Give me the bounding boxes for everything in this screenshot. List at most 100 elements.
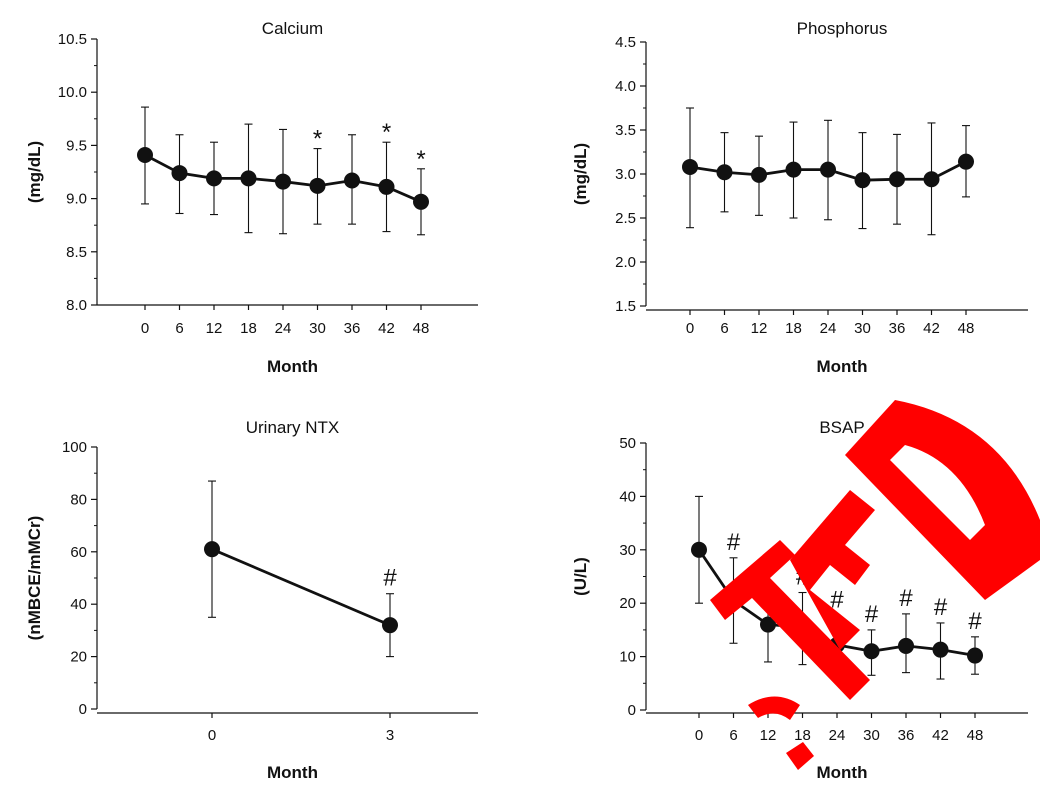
data-point bbox=[275, 173, 291, 190]
x-tick-label: 24 bbox=[275, 320, 292, 337]
significance-marker: * bbox=[382, 119, 391, 146]
x-tick-label: 0 bbox=[141, 320, 149, 337]
x-tick-label: 12 bbox=[751, 320, 768, 337]
y-tick-label: 8.5 bbox=[66, 244, 87, 261]
x-axis-title: Month bbox=[817, 763, 868, 782]
x-tick-label: 42 bbox=[923, 320, 940, 337]
x-tick-label: 0 bbox=[208, 727, 216, 744]
data-point bbox=[206, 170, 222, 187]
data-point bbox=[898, 637, 914, 654]
x-tick-label: 3 bbox=[386, 727, 394, 744]
chart-title: Phosphorus bbox=[797, 19, 888, 38]
significance-marker: * bbox=[313, 126, 322, 153]
y-tick-label: 20 bbox=[70, 649, 87, 666]
significance-marker: # bbox=[899, 585, 913, 612]
y-axis-title: (nMBCE/mMCr) bbox=[25, 516, 44, 641]
data-point bbox=[691, 541, 707, 558]
chart-panel-1: Phosphorus 1.5 2.0 2.5 3.0 3.5 4.0 4.5 0 6 12 18 24 3… bbox=[571, 19, 1028, 376]
x-tick-label: 36 bbox=[344, 320, 361, 337]
x-tick-label: 30 bbox=[309, 320, 326, 337]
x-tick-label: 48 bbox=[958, 320, 975, 337]
y-tick-label: 9.5 bbox=[66, 137, 87, 154]
x-tick-label: 36 bbox=[889, 320, 906, 337]
x-tick-label: 18 bbox=[240, 320, 257, 337]
data-point bbox=[854, 172, 871, 189]
significance-marker: # bbox=[727, 529, 741, 556]
data-point bbox=[344, 172, 360, 189]
stamp-fragment bbox=[748, 696, 800, 720]
data-point bbox=[923, 171, 940, 188]
x-tick-label: 0 bbox=[695, 727, 703, 744]
y-tick-label: 0 bbox=[79, 701, 87, 718]
x-axis-title: Month bbox=[267, 357, 318, 376]
y-axis-title: (U/L) bbox=[571, 557, 590, 596]
y-tick-label: 2.5 bbox=[615, 210, 636, 227]
data-point bbox=[716, 164, 733, 181]
x-tick-label: 6 bbox=[729, 727, 737, 744]
x-tick-label: 30 bbox=[863, 727, 880, 744]
chart-panel-3: BSAP 0 10 20 30 40 50 0 6 12 18 24 30 36 42 48 Month (U/L… bbox=[571, 418, 1028, 782]
y-tick-label: 3.0 bbox=[615, 166, 636, 183]
x-tick-label: 48 bbox=[967, 727, 984, 744]
significance-marker: # bbox=[865, 601, 879, 628]
significance-marker: # bbox=[383, 565, 397, 592]
stamp-letter-t bbox=[710, 540, 870, 700]
data-point bbox=[682, 158, 698, 175]
x-tick-label: 6 bbox=[175, 320, 183, 337]
data-point bbox=[204, 541, 220, 558]
data-point bbox=[863, 643, 880, 660]
y-tick-label: 3.5 bbox=[615, 122, 636, 139]
data-point bbox=[760, 616, 776, 633]
y-tick-label: 1.5 bbox=[615, 298, 636, 315]
significance-marker: # bbox=[934, 594, 948, 621]
data-point bbox=[820, 161, 836, 178]
chart-title: BSAP bbox=[819, 418, 864, 437]
data-point bbox=[967, 647, 983, 664]
x-tick-label: 30 bbox=[854, 320, 871, 337]
stamp-overlay bbox=[710, 400, 1040, 770]
significance-marker: * bbox=[416, 146, 425, 173]
y-tick-label: 4.5 bbox=[615, 34, 636, 51]
data-point bbox=[785, 161, 802, 178]
x-tick-label: 24 bbox=[829, 727, 846, 744]
y-tick-label: 9.0 bbox=[66, 191, 87, 208]
data-point bbox=[137, 146, 153, 163]
significance-marker: # bbox=[968, 608, 982, 635]
stamp-letter-e bbox=[790, 490, 875, 650]
y-axis-title: (mg/dL) bbox=[571, 143, 590, 205]
data-point bbox=[378, 178, 395, 195]
x-tick-label: 12 bbox=[760, 727, 777, 744]
x-tick-label: 12 bbox=[206, 320, 223, 337]
data-point bbox=[309, 177, 326, 194]
series-line bbox=[211, 547, 391, 627]
chart-title: Calcium bbox=[262, 19, 323, 38]
x-tick-label: 36 bbox=[898, 727, 915, 744]
data-point bbox=[171, 165, 188, 182]
x-axis-title: Month bbox=[267, 763, 318, 782]
x-tick-label: 18 bbox=[785, 320, 802, 337]
y-tick-label: 100 bbox=[62, 439, 87, 456]
x-tick-label: 24 bbox=[820, 320, 837, 337]
y-tick-label: 40 bbox=[619, 488, 636, 505]
data-point bbox=[958, 153, 974, 170]
y-tick-label: 10 bbox=[619, 649, 636, 666]
data-point bbox=[413, 193, 429, 210]
y-tick-label: 10.0 bbox=[58, 84, 87, 101]
data-point bbox=[751, 166, 767, 183]
data-point bbox=[240, 170, 257, 187]
chart-title: Urinary NTX bbox=[246, 418, 340, 437]
y-tick-label: 30 bbox=[619, 542, 636, 559]
stamp-fragment bbox=[786, 742, 814, 770]
y-tick-label: 4.0 bbox=[615, 78, 636, 95]
x-axis-title: Month bbox=[817, 357, 868, 376]
significance-marker: # bbox=[830, 586, 844, 613]
x-tick-label: 48 bbox=[413, 320, 430, 337]
data-point bbox=[889, 171, 905, 188]
y-tick-label: 8.0 bbox=[66, 297, 87, 314]
x-tick-label: 42 bbox=[378, 320, 395, 337]
y-tick-label: 60 bbox=[70, 544, 87, 561]
y-axis-title: (mg/dL) bbox=[25, 141, 44, 203]
y-tick-label: 50 bbox=[619, 435, 636, 452]
